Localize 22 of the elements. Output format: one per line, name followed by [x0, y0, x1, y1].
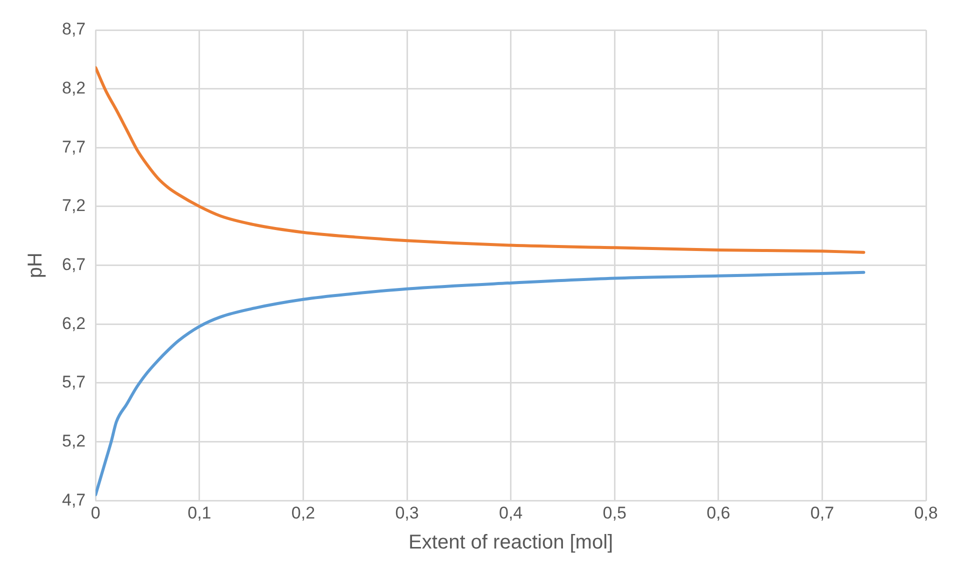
x-tick-label: 0,5	[602, 503, 626, 522]
x-tick-label: 0,4	[498, 503, 523, 522]
x-tick-label: 0,7	[810, 503, 834, 522]
x-tick-label: 0,2	[291, 503, 316, 522]
y-tick-label: 6,7	[62, 254, 86, 274]
x-tick-label: 0,8	[914, 503, 938, 522]
y-tick-label: 5,7	[62, 372, 86, 392]
y-tick-label: 4,7	[62, 490, 86, 510]
y-axis-title: pH	[24, 252, 47, 278]
y-tick-label: 7,2	[62, 196, 86, 216]
x-tick-label: 0,3	[395, 503, 419, 522]
x-axis-title: Extent of reaction [mol]	[408, 532, 614, 554]
x-tick-label: 0	[90, 503, 100, 522]
y-tick-label: 8,2	[62, 78, 86, 98]
line-series	[96, 270, 866, 496]
y-tick-label: 7,7	[62, 137, 86, 156]
y-tick-label: 8,7	[62, 20, 86, 39]
x-tick-label: 0,6	[706, 503, 730, 522]
line-series	[96, 66, 866, 254]
x-tick-label: 0,1	[188, 503, 212, 522]
y-tick-label: 6,2	[62, 314, 86, 333]
y-tick-label: 5,2	[62, 431, 86, 450]
